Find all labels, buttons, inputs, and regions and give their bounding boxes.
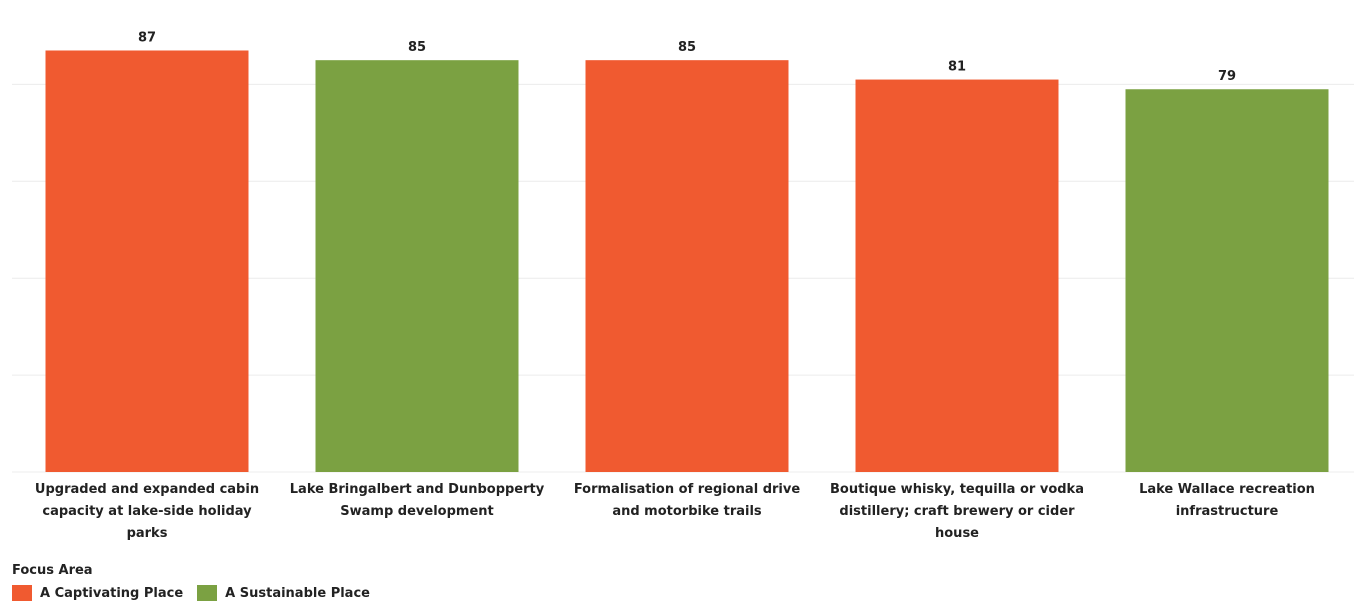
bar-3[interactable] — [585, 60, 789, 473]
category-label-1: Upgraded and expanded cabin capacity at l… — [12, 479, 282, 545]
bar-5[interactable] — [1125, 89, 1329, 473]
legend-label: A Captivating Place — [40, 585, 184, 601]
bar-4[interactable] — [855, 79, 1059, 473]
category-label-3: Formalisation of regional drive and motor… — [552, 479, 822, 523]
category-label-line: and motorbike trails — [612, 504, 762, 519]
category-label-line: parks — [126, 526, 168, 541]
legend-swatch — [12, 585, 32, 601]
legend-label: A Sustainable Place — [225, 585, 370, 601]
data-label-3: 85 — [678, 40, 696, 55]
data-label-1: 87 — [138, 30, 156, 45]
data-label-2: 85 — [408, 40, 426, 55]
legend-swatch — [197, 585, 218, 601]
category-label-line: capacity at lake-side holiday — [42, 504, 252, 519]
legend-item-1[interactable]: A Captivating Place — [12, 585, 183, 601]
category-label-line: infrastructure — [1175, 504, 1279, 519]
category-label-line: Upgraded and expanded cabin — [34, 482, 260, 497]
category-label-5: Lake Wallace recreation infrastructure — [1092, 479, 1354, 523]
bar-2[interactable] — [315, 60, 519, 473]
legend: A Captivating Place A Sustainable Place — [12, 585, 384, 601]
data-label-5: 79 — [1218, 69, 1236, 84]
category-label-line: Lake Wallace recreation — [1139, 482, 1315, 497]
bar-1[interactable] — [45, 50, 249, 473]
category-label-line: Boutique whisky, tequilla or vodka — [830, 482, 1084, 497]
category-label-line: Formalisation of regional drive — [573, 482, 801, 497]
category-label-line: Swamp development — [340, 504, 494, 519]
data-label-4: 81 — [948, 60, 966, 75]
category-label-line: distillery; craft brewery or cider — [839, 504, 1075, 519]
bar-chart: 87 85 85 81 79 — [12, 30, 1354, 473]
category-label-line: Lake Bringalbert and Dunbopperty — [289, 482, 545, 497]
category-label-2: Lake Bringalbert and Dunbopperty Swamp de… — [282, 479, 552, 523]
legend-title: Focus Area — [12, 563, 93, 578]
category-label-line: house — [935, 526, 979, 541]
legend-item-2[interactable]: A Sustainable Place — [197, 585, 370, 601]
category-label-4: Boutique whisky, tequilla or vodka distil… — [822, 479, 1092, 545]
